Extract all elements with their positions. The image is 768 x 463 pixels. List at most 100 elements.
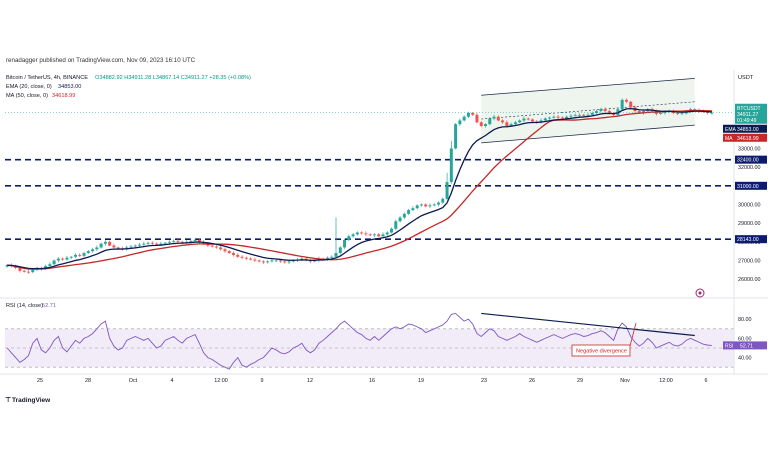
time-tick-label: 16 bbox=[369, 378, 375, 384]
candle-body bbox=[146, 242, 150, 244]
candle-body bbox=[629, 101, 633, 108]
candle-body bbox=[663, 112, 667, 113]
ema-legend-value: 34853.00 bbox=[58, 84, 81, 90]
candle-body bbox=[552, 116, 556, 118]
candle-body bbox=[355, 232, 359, 235]
candle-body bbox=[227, 251, 231, 254]
candle-body bbox=[197, 239, 201, 242]
candle-body bbox=[394, 221, 398, 229]
candle-body bbox=[308, 260, 312, 262]
candle-body bbox=[291, 260, 295, 262]
time-tick-label: 12:00 bbox=[214, 378, 228, 384]
candle-body bbox=[283, 261, 287, 263]
candle-body bbox=[445, 182, 449, 199]
candle-body bbox=[18, 267, 22, 271]
ascending-channel-fill bbox=[481, 78, 695, 143]
time-tick-label: 25 bbox=[37, 378, 43, 384]
candle-body bbox=[603, 109, 607, 112]
candle-body bbox=[449, 148, 453, 183]
annotation-box bbox=[571, 344, 631, 357]
rsi-legend-value: 52.71 bbox=[42, 303, 56, 309]
tradingview-logo-icon: ⊤ bbox=[5, 397, 11, 404]
candle-body bbox=[484, 124, 487, 127]
time-tick-label: 29 bbox=[577, 378, 583, 384]
rsi-tag-label: RSI bbox=[725, 343, 733, 349]
candle-body bbox=[556, 116, 560, 118]
level-price-tag bbox=[735, 181, 767, 190]
candle-body bbox=[595, 111, 599, 113]
candle-body bbox=[454, 124, 458, 149]
candle-body bbox=[78, 254, 82, 256]
candle-body bbox=[565, 116, 569, 119]
candle-body bbox=[526, 118, 530, 120]
time-tick-label: 26 bbox=[529, 378, 535, 384]
price-tick-label: 29000.00 bbox=[738, 221, 760, 227]
rsi-tick-label: 80.00 bbox=[738, 317, 752, 323]
candle-body bbox=[31, 269, 35, 273]
candle-body bbox=[69, 256, 73, 258]
candle-body bbox=[620, 99, 624, 110]
time-tick-label: 23 bbox=[481, 378, 487, 384]
rsi-tick-label: 40.00 bbox=[738, 356, 752, 362]
time-tick-label: 28 bbox=[85, 378, 91, 384]
annotation-arrow bbox=[629, 322, 637, 347]
candle-body bbox=[73, 254, 77, 257]
candle-body bbox=[330, 256, 334, 258]
candle-body bbox=[424, 204, 428, 207]
candle-body bbox=[364, 233, 368, 235]
candle-body bbox=[518, 120, 522, 123]
tradingview-brand: TradingView bbox=[12, 397, 51, 404]
price-panel[interactable] bbox=[5, 78, 734, 298]
candle-body bbox=[163, 242, 167, 244]
level-price-label: 31000.00 bbox=[737, 184, 759, 190]
time-tick-label: 12:00 bbox=[659, 378, 673, 384]
last-price-tag bbox=[735, 103, 767, 124]
candle-body bbox=[61, 258, 65, 260]
candle-body bbox=[274, 260, 278, 262]
ma-price-label: 34618.99 bbox=[737, 136, 759, 142]
candle-body bbox=[313, 260, 317, 262]
candle-body bbox=[569, 115, 573, 117]
candle-body bbox=[432, 204, 436, 206]
candle-body bbox=[513, 122, 517, 125]
candle-body bbox=[180, 241, 184, 243]
time-tick-label: 6 bbox=[705, 378, 708, 384]
candle-body bbox=[475, 114, 479, 123]
symbol-line: Bitcoin / TetherUS, 4h, BINANCE bbox=[6, 75, 88, 81]
candle-body bbox=[244, 257, 248, 259]
candle-body bbox=[428, 205, 432, 207]
ma-tag-label: MA bbox=[725, 136, 733, 142]
candle-body bbox=[530, 119, 534, 122]
candle-body bbox=[325, 257, 329, 260]
price-tick-label: 32000.00 bbox=[738, 165, 760, 171]
candle-body bbox=[26, 271, 30, 273]
rsi-line bbox=[6, 312, 712, 370]
candle-body bbox=[214, 246, 218, 248]
rsi-panel[interactable]: Negative divergence bbox=[5, 312, 734, 370]
ema-legend: EMA (20, close, 0) bbox=[6, 84, 52, 90]
candle-body bbox=[56, 258, 60, 261]
ema-tag-label: EMA bbox=[725, 127, 737, 133]
candle-body bbox=[590, 112, 594, 115]
countdown-label: 01:49:49 bbox=[737, 118, 757, 124]
candle-body bbox=[360, 232, 364, 234]
candle-body bbox=[108, 241, 112, 246]
candle-body bbox=[582, 114, 586, 116]
candle-body bbox=[266, 261, 270, 263]
last-price-label: 34911.27 bbox=[737, 112, 758, 118]
candle-body bbox=[223, 249, 227, 252]
candle-body bbox=[142, 243, 146, 245]
candle-body bbox=[642, 111, 646, 113]
candle-body bbox=[398, 217, 402, 222]
candle-body bbox=[560, 117, 564, 119]
candle-body bbox=[509, 124, 513, 127]
divergence-trend-line bbox=[481, 312, 695, 337]
candle-body bbox=[441, 198, 445, 203]
candle-body bbox=[95, 247, 99, 250]
candle-body bbox=[710, 112, 714, 114]
candle-body bbox=[437, 202, 441, 205]
candle-body bbox=[505, 122, 509, 127]
ema-price-tag bbox=[723, 124, 767, 133]
